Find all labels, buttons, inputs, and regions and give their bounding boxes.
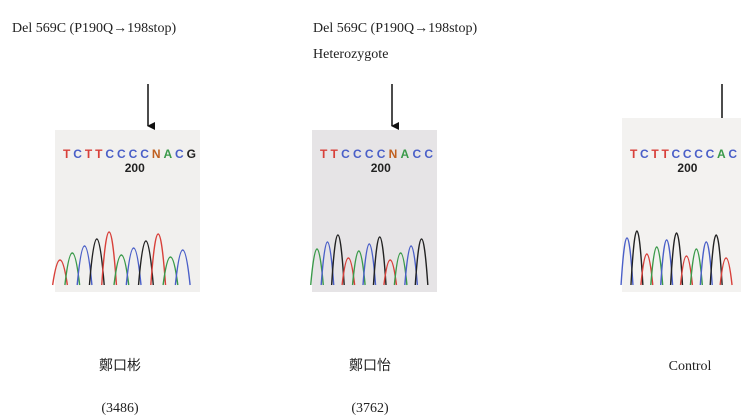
sample-id: (3762) bbox=[351, 401, 389, 416]
sample-id: (3486) bbox=[101, 401, 139, 416]
sample-name: 鄭口怡 bbox=[349, 358, 391, 374]
figure: Del 569C (P190Q→198stop)TCTTCCCCNACG200鄭… bbox=[0, 0, 741, 419]
position: 200 bbox=[371, 161, 391, 175]
panel-title: Del 569C (P190Q→198stop) bbox=[313, 21, 477, 36]
panel-title: Del 569C (P190Q→198stop) bbox=[12, 21, 176, 36]
panel-subtitle: Heterozygote bbox=[313, 47, 388, 62]
position: 200 bbox=[125, 161, 145, 175]
sample-name: Control bbox=[669, 359, 712, 374]
sample-name: 鄭口彬 bbox=[99, 358, 141, 374]
position: 200 bbox=[677, 161, 697, 175]
